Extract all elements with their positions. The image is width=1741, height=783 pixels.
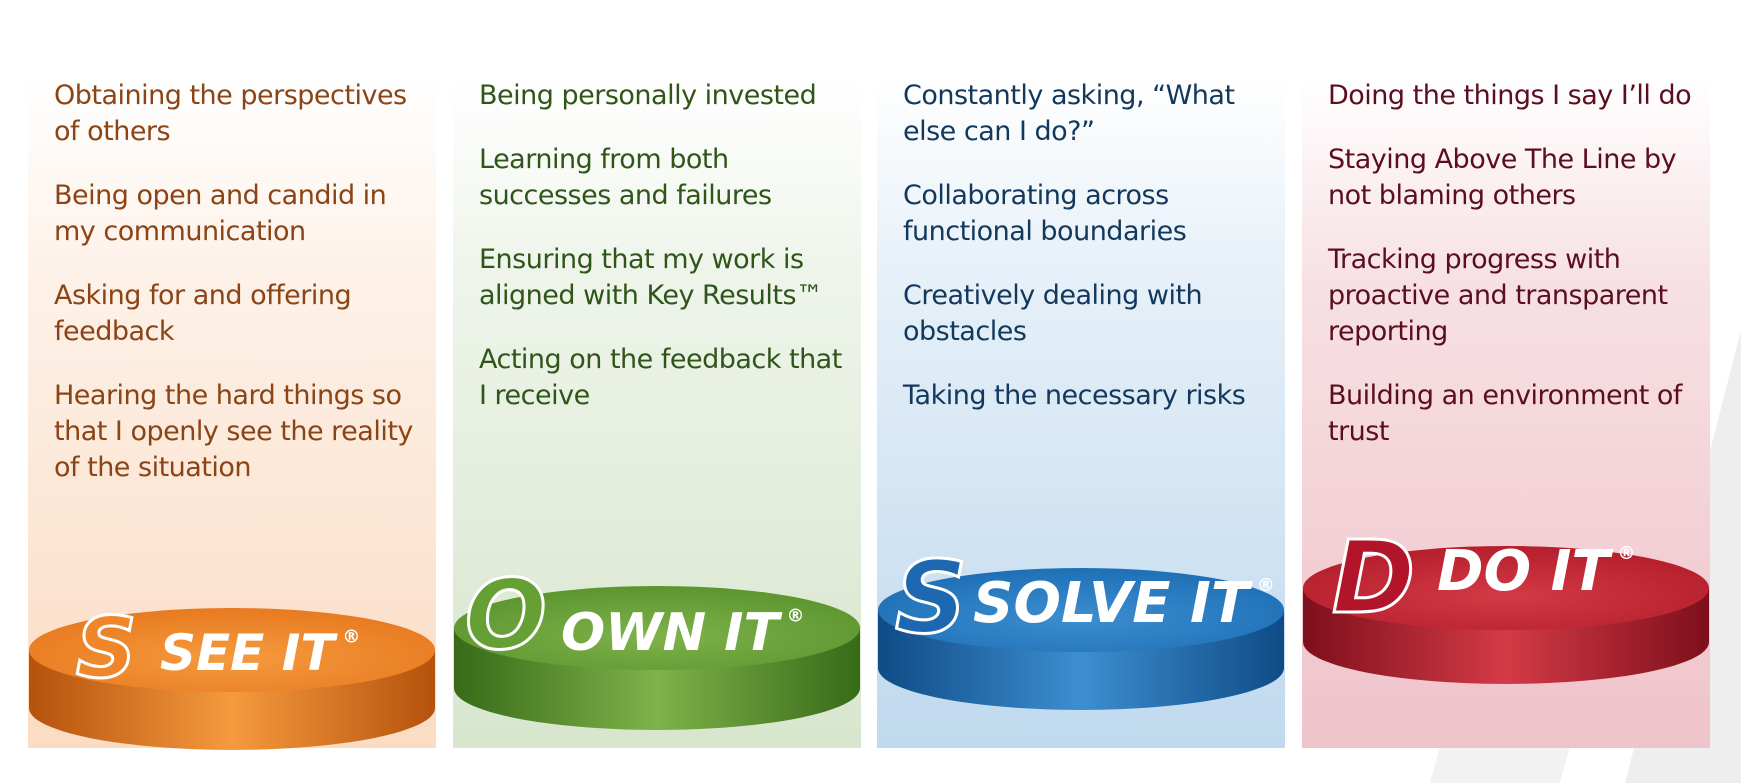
- disc-letter: S: [895, 539, 967, 656]
- list-item: Creatively dealing with obstacles: [903, 280, 1203, 347]
- list-item: Doing the things I say I’ll do: [1328, 80, 1692, 111]
- do-it-list: Doing the things I say I’ll do Staying A…: [1328, 78, 1700, 478]
- registered-mark: ®: [342, 627, 360, 648]
- disc-letter: D: [1332, 519, 1415, 636]
- list-item: Being personally invested: [479, 80, 817, 111]
- own-it-list: Being personally invested Learning from …: [479, 78, 851, 442]
- do-it-disc: D DO IT ®: [1303, 518, 1709, 684]
- registered-mark: ®: [787, 605, 805, 626]
- disc-letter: O: [465, 559, 547, 671]
- list-item: Constantly asking, “What else can I do?”: [903, 80, 1235, 147]
- list-item: Taking the necessary risks: [903, 380, 1246, 411]
- disc-letter: S: [76, 599, 137, 697]
- own-it-disc: O OWN IT ®: [454, 558, 860, 730]
- solve-it-list: Constantly asking, “What else can I do?”…: [903, 78, 1275, 442]
- list-item: Hearing the hard things so that I openly…: [54, 380, 413, 483]
- list-item: Staying Above The Line by not blaming ot…: [1328, 144, 1677, 211]
- disc-top: [454, 586, 860, 670]
- list-item: Collaborating across functional boundari…: [903, 180, 1187, 247]
- disc-label: OWN IT: [561, 603, 783, 663]
- registered-mark: ®: [1257, 575, 1275, 596]
- disc-label: SOLVE IT: [973, 571, 1253, 636]
- see-it-list: Obtaining the perspectives of others Bei…: [54, 78, 426, 514]
- list-item: Building an environment of trust: [1328, 380, 1682, 447]
- list-item: Learning from both successes and failure…: [479, 144, 772, 211]
- list-item: Asking for and offering feedback: [54, 280, 352, 347]
- list-item: Acting on the feedback that I receive: [479, 344, 842, 411]
- list-item: Being open and candid in my communicatio…: [54, 180, 387, 247]
- disc-top: [878, 568, 1284, 652]
- see-it-disc: S SEE IT ®: [29, 598, 435, 750]
- solve-it-disc: S SOLVE IT ®: [878, 538, 1284, 710]
- disc-top: [29, 608, 435, 692]
- disc-label: SEE IT: [160, 624, 338, 682]
- list-item: Ensuring that my work is aligned with Ke…: [479, 244, 823, 311]
- list-item: Tracking progress with proactive and tra…: [1328, 244, 1668, 347]
- registered-mark: ®: [1617, 543, 1635, 564]
- disc-label: DO IT: [1437, 539, 1613, 604]
- list-item: Obtaining the perspectives of others: [54, 80, 407, 147]
- disc-top: [1303, 546, 1709, 630]
